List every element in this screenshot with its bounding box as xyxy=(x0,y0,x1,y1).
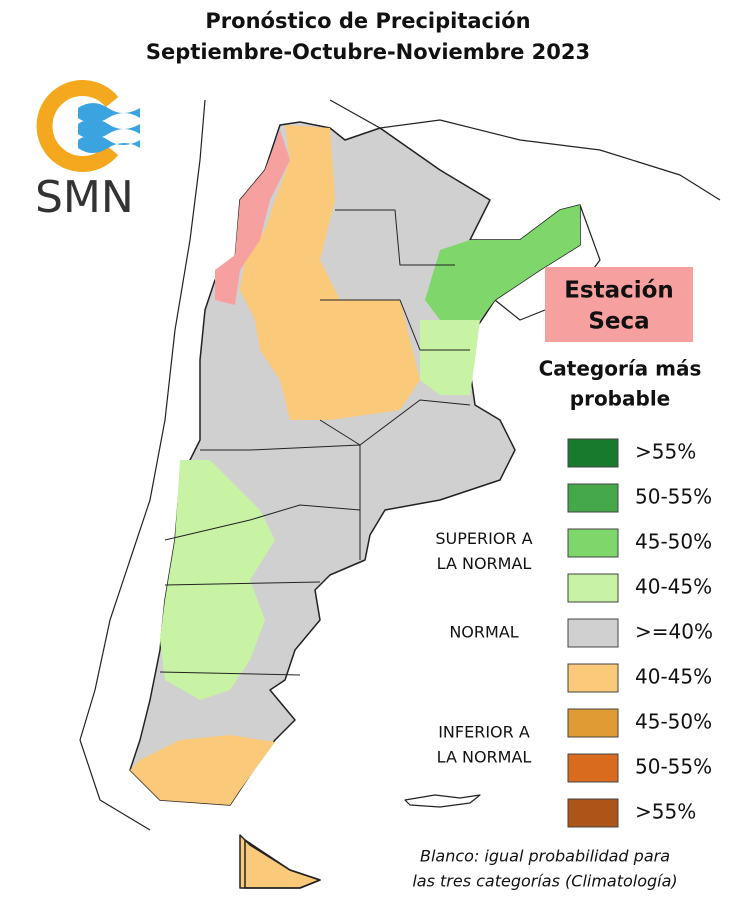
logo-wave xyxy=(78,103,140,123)
region-below-normal xyxy=(240,125,420,420)
legend-group-label: SUPERIOR A xyxy=(435,529,532,548)
legend-label: >55% xyxy=(635,440,696,464)
logo-text: SMN xyxy=(35,172,134,223)
footnote: Blanco: igual probabilidad para xyxy=(420,847,670,866)
title-line: Septiembre-Octubre-Noviembre 2023 xyxy=(146,40,590,64)
legend-swatch xyxy=(567,618,619,648)
logo-wave xyxy=(78,135,140,153)
legend-label: 40-45% xyxy=(635,575,712,599)
legend-label: 45-50% xyxy=(635,710,712,734)
neighbor-border xyxy=(79,99,206,831)
legend-title: probable xyxy=(570,387,670,411)
legend-label: >55% xyxy=(635,800,696,824)
legend-label: 40-45% xyxy=(635,665,712,689)
footnote: las tres categorías (Climatología) xyxy=(412,872,677,891)
legend-swatch xyxy=(567,798,619,828)
province-border xyxy=(164,581,321,586)
season-box-text: Estación xyxy=(564,278,674,304)
legend-swatch xyxy=(567,528,619,558)
title-line: Pronóstico de Precipitación xyxy=(205,9,530,33)
legend-label: 50-55% xyxy=(635,485,712,509)
region-dry-season xyxy=(215,130,290,305)
legend-swatch xyxy=(567,573,619,603)
legend-swatch xyxy=(567,753,619,783)
legend-swatch xyxy=(567,663,619,693)
legend-swatch xyxy=(567,708,619,738)
province-borders xyxy=(159,209,471,676)
legend-group-label: INFERIOR A xyxy=(438,723,530,742)
map xyxy=(79,99,721,889)
logo-wave xyxy=(78,119,140,139)
legend-label: >=40% xyxy=(635,620,713,644)
tierra-del-fuego xyxy=(239,834,321,889)
legend-group-label: LA NORMAL xyxy=(437,748,532,767)
logo: SMN xyxy=(35,80,140,223)
malvinas xyxy=(404,794,481,808)
legend-label: 45-50% xyxy=(635,530,712,554)
region-above-normal xyxy=(425,205,580,320)
legend-title: Categoría más xyxy=(539,357,702,381)
legend-swatch xyxy=(567,483,619,513)
province-border xyxy=(335,209,455,266)
region-above-normal xyxy=(420,320,480,395)
logo-ring xyxy=(36,80,119,172)
province-border xyxy=(320,299,470,351)
legend-swatch xyxy=(567,438,619,468)
season-box xyxy=(545,267,693,342)
province-border xyxy=(164,504,361,541)
season-box-text: Seca xyxy=(588,309,649,335)
legend-group-label: LA NORMAL xyxy=(437,554,532,573)
region-below-normal xyxy=(130,735,275,805)
legend-group-label: NORMAL xyxy=(449,623,518,642)
province-border xyxy=(319,399,471,446)
legend-label: 50-55% xyxy=(635,755,712,779)
region-above-normal xyxy=(160,460,275,700)
tierra-del-fuego-outline xyxy=(244,839,321,889)
province-border xyxy=(159,671,301,676)
